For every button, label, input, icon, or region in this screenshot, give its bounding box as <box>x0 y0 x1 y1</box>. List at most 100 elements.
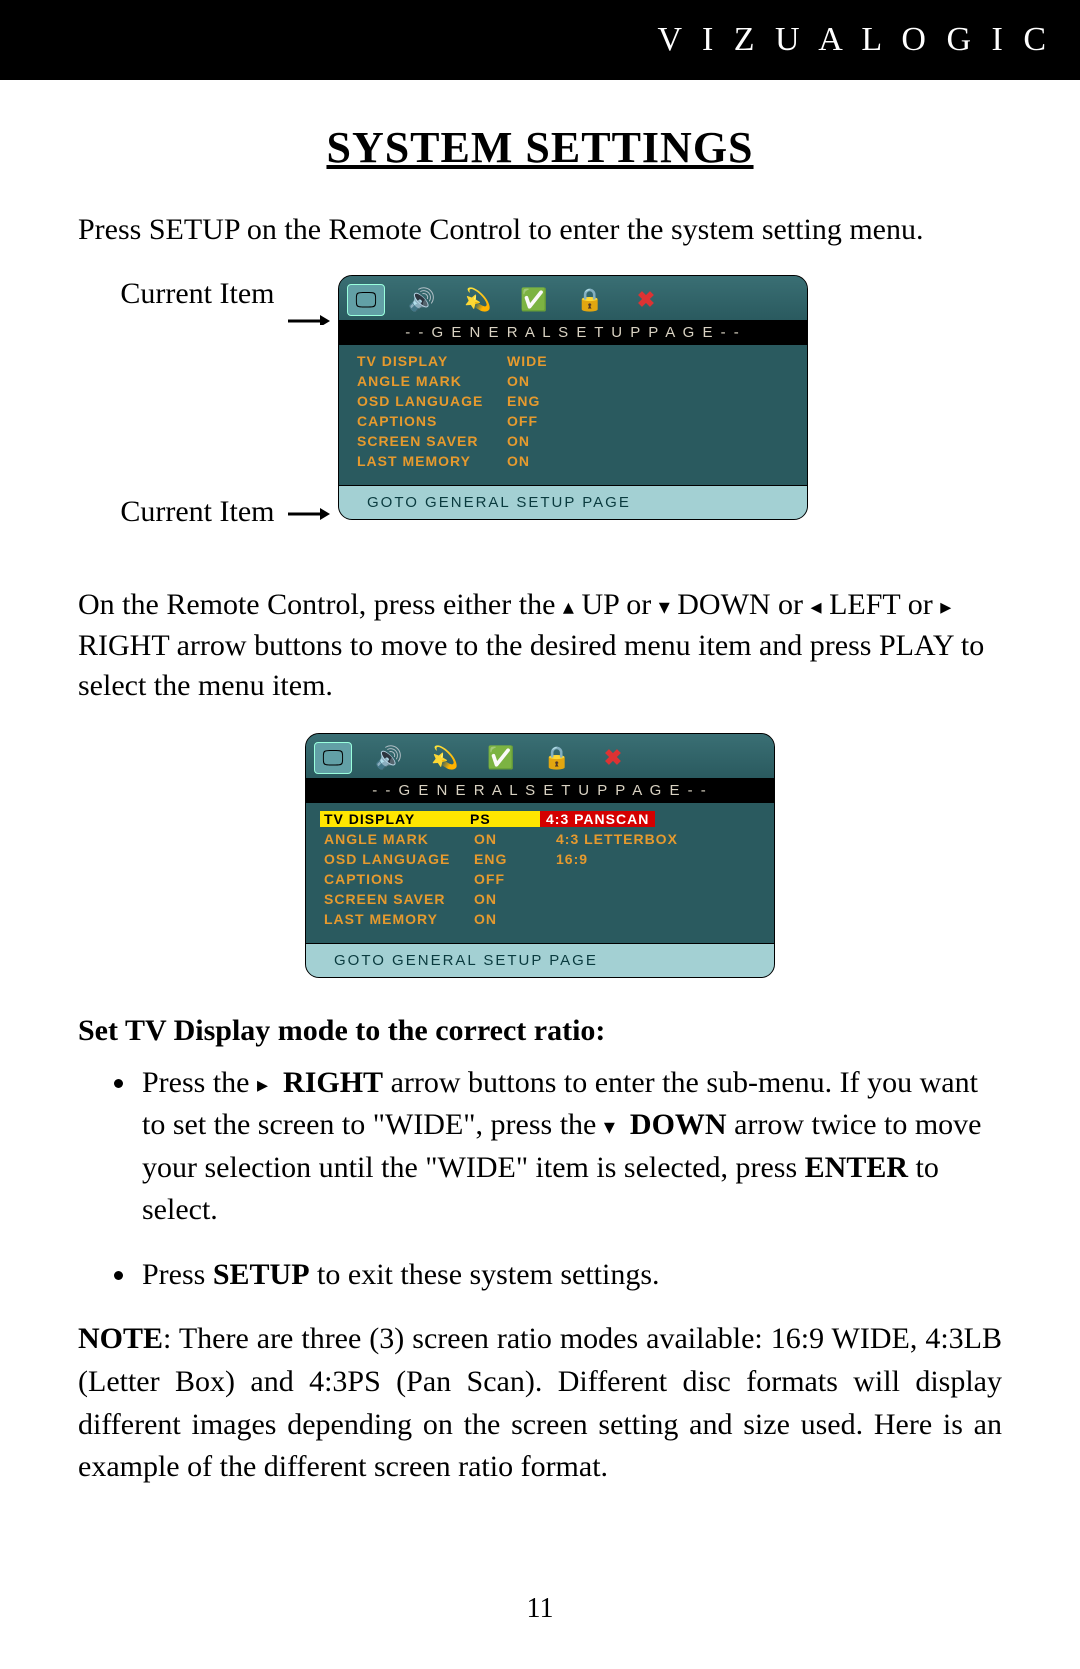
list-item: Press the ▸ RIGHT arrow buttons to enter… <box>138 1062 1002 1232</box>
text: LEFT or <box>822 588 941 621</box>
osd-key: TV DISPLAY <box>320 811 470 827</box>
text: On the Remote Control, press either the <box>78 588 563 621</box>
osd-row[interactable]: LAST MEMORYON <box>357 451 797 471</box>
osd-value: ENG <box>474 851 544 867</box>
osd-row[interactable]: ANGLE MARKON <box>357 371 797 391</box>
keyword-enter: ENTER <box>805 1151 908 1184</box>
osd-row[interactable]: ANGLE MARKON4:3 LETTERBOX <box>324 829 764 849</box>
top-bar: V I Z U A L O G I C <box>0 0 1080 80</box>
osd-option[interactable]: 4:3 PANSCAN <box>540 811 655 827</box>
callout-text: Current Item <box>120 277 274 310</box>
tab-lock-icon[interactable]: 🔒 <box>538 742 576 774</box>
osd-key: ANGLE MARK <box>357 373 507 389</box>
tab-general-icon[interactable]: 🖵 <box>314 742 352 774</box>
tab-video-icon[interactable]: ✅ <box>515 284 553 316</box>
osd-value: ENG <box>507 393 577 409</box>
left-arrow-icon: ◂ <box>811 596 822 618</box>
osd-row[interactable]: TV DISPLAYWIDE <box>357 351 797 371</box>
tab-close-icon[interactable]: ✖ <box>627 284 665 316</box>
callout-current-item-bottom: Current Item <box>120 495 330 529</box>
up-arrow-icon: ▴ <box>563 596 574 618</box>
osd-key: TV DISPLAY <box>357 353 507 369</box>
section-heading: Set TV Display mode to the correct ratio… <box>78 1014 1002 1048</box>
manual-page: V I Z U A L O G I C SYSTEM SETTINGS Pres… <box>0 0 1080 1669</box>
list-item: Press SETUP to exit these system setting… <box>138 1254 1002 1297</box>
osd-footer: GOTO GENERAL SETUP PAGE <box>306 943 774 977</box>
keyword-setup: SETUP <box>213 1258 310 1291</box>
text: RIGHT arrow buttons to move to the desir… <box>78 629 984 703</box>
osd-value: ON <box>474 831 544 847</box>
tab-audio-icon[interactable]: 🔊 <box>403 284 441 316</box>
osd-value: ON <box>507 433 577 449</box>
callout-labels: Current Item Current Item <box>78 275 338 555</box>
osd-body: TV DISPLAYPS4:3 PANSCANANGLE MARKON4:3 L… <box>306 803 774 943</box>
callout-text: Current Item <box>120 495 274 528</box>
osd-figure-1: Current Item Current Item 🖵 🔊 💫 ✅ 🔒 ✖ <box>78 275 1002 555</box>
osd-key: OSD LANGUAGE <box>324 851 474 867</box>
osd-value: ON <box>507 373 577 389</box>
osd-row[interactable]: SCREEN SAVERON <box>324 889 764 909</box>
osd-key: OSD LANGUAGE <box>357 393 507 409</box>
note-label: NOTE <box>78 1322 163 1355</box>
osd-row[interactable]: OSD LANGUAGEENG16:9 <box>324 849 764 869</box>
osd-header: - - G E N E R A L S E T U P P A G E - - <box>306 778 774 803</box>
osd-row[interactable]: CAPTIONSOFF <box>324 869 764 889</box>
page-content: SYSTEM SETTINGS Press SETUP on the Remot… <box>0 80 1080 1489</box>
osd-row[interactable]: OSD LANGUAGEENG <box>357 391 797 411</box>
osd-header: - - G E N E R A L S E T U P P A G E - - <box>339 320 807 345</box>
arrow-pointer-icon <box>286 502 330 526</box>
osd-footer: GOTO GENERAL SETUP PAGE <box>339 485 807 519</box>
keyword-down: DOWN <box>630 1108 727 1141</box>
arrow-pointer-icon <box>286 301 330 325</box>
text: UP or <box>574 588 659 621</box>
right-arrow-icon: ▸ <box>940 596 951 618</box>
page-number: 11 <box>0 1593 1080 1625</box>
intro-text: Press SETUP on the Remote Control to ent… <box>78 213 1002 247</box>
navigation-instructions: On the Remote Control, press either the … <box>78 585 1002 707</box>
osd-option[interactable]: 16:9 <box>544 851 588 867</box>
osd-key: CAPTIONS <box>324 871 474 887</box>
osd-value: ON <box>474 891 544 907</box>
down-arrow-icon: ▾ <box>659 596 670 618</box>
osd-key: CAPTIONS <box>357 413 507 429</box>
tab-video-icon[interactable]: ✅ <box>482 742 520 774</box>
osd-row[interactable]: LAST MEMORYON <box>324 909 764 929</box>
osd-value: ON <box>507 453 577 469</box>
osd-option[interactable]: 4:3 LETTERBOX <box>544 831 678 847</box>
keyword-right: RIGHT <box>283 1066 383 1099</box>
osd-value: WIDE <box>507 353 577 369</box>
osd-key: ANGLE MARK <box>324 831 474 847</box>
osd-panel-1: 🖵 🔊 💫 ✅ 🔒 ✖ - - G E N E R A L S E T U P … <box>338 275 808 520</box>
callout-current-item-top: Current Item <box>120 277 330 325</box>
osd-body: TV DISPLAYWIDEANGLE MARKONOSD LANGUAGEEN… <box>339 345 807 485</box>
tab-close-icon[interactable]: ✖ <box>594 742 632 774</box>
osd-tab-bar: 🖵 🔊 💫 ✅ 🔒 ✖ <box>306 734 774 778</box>
osd-value: PS <box>470 811 540 827</box>
osd-key: LAST MEMORY <box>324 911 474 927</box>
osd-key: SCREEN SAVER <box>357 433 507 449</box>
osd-tab-bar: 🖵 🔊 💫 ✅ 🔒 ✖ <box>339 276 807 320</box>
instruction-list: Press the ▸ RIGHT arrow buttons to enter… <box>78 1062 1002 1297</box>
note-paragraph: NOTE: There are three (3) screen ratio m… <box>78 1318 1002 1488</box>
text: to exit these system settings. <box>310 1258 660 1291</box>
tab-general-icon[interactable]: 🖵 <box>347 284 385 316</box>
osd-value: OFF <box>474 871 544 887</box>
text: DOWN or <box>670 588 811 621</box>
osd-row[interactable]: CAPTIONSOFF <box>357 411 797 431</box>
osd-value: ON <box>474 911 544 927</box>
osd-row[interactable]: TV DISPLAYPS4:3 PANSCAN <box>324 809 764 829</box>
tab-lock-icon[interactable]: 🔒 <box>571 284 609 316</box>
osd-row[interactable]: SCREEN SAVERON <box>357 431 797 451</box>
down-arrow-icon: ▾ <box>604 1116 615 1138</box>
tab-dolby-icon[interactable]: 💫 <box>426 742 464 774</box>
osd-key: SCREEN SAVER <box>324 891 474 907</box>
right-arrow-icon: ▸ <box>257 1074 268 1096</box>
tab-dolby-icon[interactable]: 💫 <box>459 284 497 316</box>
page-title: SYSTEM SETTINGS <box>78 122 1002 173</box>
text: Press the <box>142 1066 257 1099</box>
tab-audio-icon[interactable]: 🔊 <box>370 742 408 774</box>
osd-panel-2: 🖵 🔊 💫 ✅ 🔒 ✖ - - G E N E R A L S E T U P … <box>305 733 775 978</box>
osd-figure-2: 🖵 🔊 💫 ✅ 🔒 ✖ - - G E N E R A L S E T U P … <box>78 733 1002 978</box>
osd-value: OFF <box>507 413 577 429</box>
osd-key: LAST MEMORY <box>357 453 507 469</box>
